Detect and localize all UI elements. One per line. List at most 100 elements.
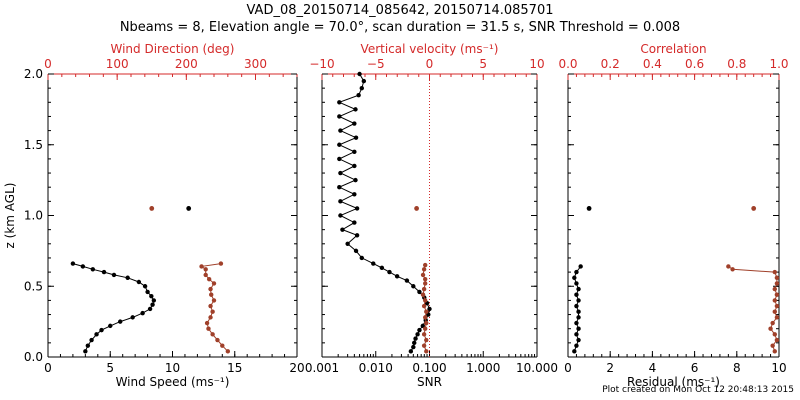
series-1-point [371, 261, 376, 266]
series-2-isolated-point [414, 206, 419, 211]
series-2-point [225, 349, 231, 354]
bottom-tick-label: 10 [165, 361, 180, 375]
series-2-point [772, 309, 777, 314]
series-1-point [574, 281, 579, 286]
series-1-point [140, 310, 145, 316]
series-1-point [83, 349, 88, 354]
series-1-point [149, 293, 154, 299]
plot-footer: Plot created on Mon Oct 12 20:48:13 2015 [602, 385, 794, 395]
top-axis-label: Vertical velocity (ms⁻¹) [361, 42, 499, 56]
series-1-point [411, 344, 416, 350]
y-tick-label: 0.0 [24, 350, 43, 364]
series-1-point [354, 206, 360, 211]
bottom-tick-label: 20 [289, 361, 304, 375]
series-1-point [361, 78, 367, 84]
series-1-point [415, 332, 420, 337]
series-1-point [337, 100, 342, 105]
bottom-axis-label: Residual (ms⁻¹) [627, 375, 720, 389]
series-1-point [572, 349, 577, 354]
series-2-point [772, 298, 777, 303]
top-tick-label: 0.0 [558, 57, 577, 71]
series-1-point [387, 269, 392, 275]
series-1-point [576, 326, 581, 331]
series-1-point [80, 264, 86, 269]
series-1-point [90, 267, 96, 272]
series-2-point [774, 337, 780, 343]
series-2-point [774, 275, 780, 280]
series-1-point [353, 135, 359, 140]
series-1-point [145, 289, 150, 295]
series-2-point [424, 309, 429, 314]
bottom-tick-label: 0.010 [359, 361, 393, 375]
series-1-point [108, 323, 113, 329]
series-1-isolated-point [186, 206, 192, 211]
series-1-point [85, 343, 91, 348]
series-2-point [424, 349, 429, 354]
series-1-point [340, 227, 345, 232]
series-1-point [576, 286, 581, 292]
series-1-point [338, 199, 343, 204]
series-2-line [728, 265, 778, 352]
series-2-isolated-point [149, 206, 155, 211]
series-2-point [421, 332, 427, 337]
series-1-point [130, 315, 135, 320]
series-1-point [379, 265, 385, 271]
bottom-tick-label: 2 [606, 361, 614, 375]
series-2-point [772, 269, 777, 275]
bottom-axis-label: SNR [417, 375, 442, 389]
top-tick-label: 10 [529, 57, 544, 71]
series-1-point [356, 93, 361, 98]
series-2-point [220, 343, 225, 348]
series-1-point [352, 121, 357, 126]
bottom-tick-label: 10.000 [516, 361, 558, 375]
series-2-point [772, 332, 777, 337]
bottom-tick-label: 0 [44, 361, 52, 375]
series-1-point [337, 142, 342, 147]
bottom-tick-label: 4 [649, 361, 657, 375]
top-tick-label: 0 [44, 57, 52, 71]
series-2-point [774, 281, 780, 286]
series-1-point [576, 315, 581, 320]
series-1-point [417, 289, 422, 295]
series-2-point [423, 262, 428, 268]
series-2-point [730, 267, 735, 272]
series-2-isolated-point [751, 206, 757, 211]
series-1-point [338, 128, 343, 133]
series-1-point [352, 192, 357, 197]
panel-3: 0 2 4 6 8 10 Residual (ms⁻¹) 0.0 0.2 0.4 0.6 0.8 1.0… [558, 42, 788, 389]
series-2-point [208, 315, 213, 320]
series-1-point [99, 327, 104, 333]
series-1-point [352, 163, 357, 169]
series-1-line [573, 266, 582, 352]
y-tick-label: 1.0 [24, 209, 43, 223]
series-2-point [211, 281, 217, 286]
bottom-tick-label: 1.000 [466, 361, 500, 375]
series-1-point [353, 177, 358, 183]
series-1-point [70, 261, 76, 266]
series-1-point [576, 309, 581, 314]
series-1-point [576, 337, 581, 343]
top-tick-label: 0.6 [685, 57, 704, 71]
series-1-point [394, 274, 400, 279]
series-2-point [199, 264, 204, 269]
series-1-point [413, 336, 418, 341]
series-2-point [209, 292, 214, 297]
top-tick-label: 0.8 [727, 57, 746, 71]
y-tick-label: 0.5 [24, 279, 43, 293]
top-tick-label: 200 [175, 57, 198, 71]
series-2-point [423, 281, 428, 286]
series-2-point [774, 303, 780, 309]
series-2-point [421, 286, 427, 292]
series-1-point [572, 275, 577, 280]
series-2-point [423, 315, 428, 320]
series-2-point [774, 292, 780, 297]
top-axis-label: Correlation [640, 42, 706, 56]
series-1-point [338, 170, 343, 176]
series-1-point [150, 302, 155, 307]
series-1-point [411, 284, 416, 289]
series-1-point [574, 292, 579, 297]
series-1-point [574, 320, 579, 326]
series-2-point [208, 303, 213, 309]
figure-title: VAD_08_20150714_085642, 20150714.085701 [246, 3, 554, 18]
